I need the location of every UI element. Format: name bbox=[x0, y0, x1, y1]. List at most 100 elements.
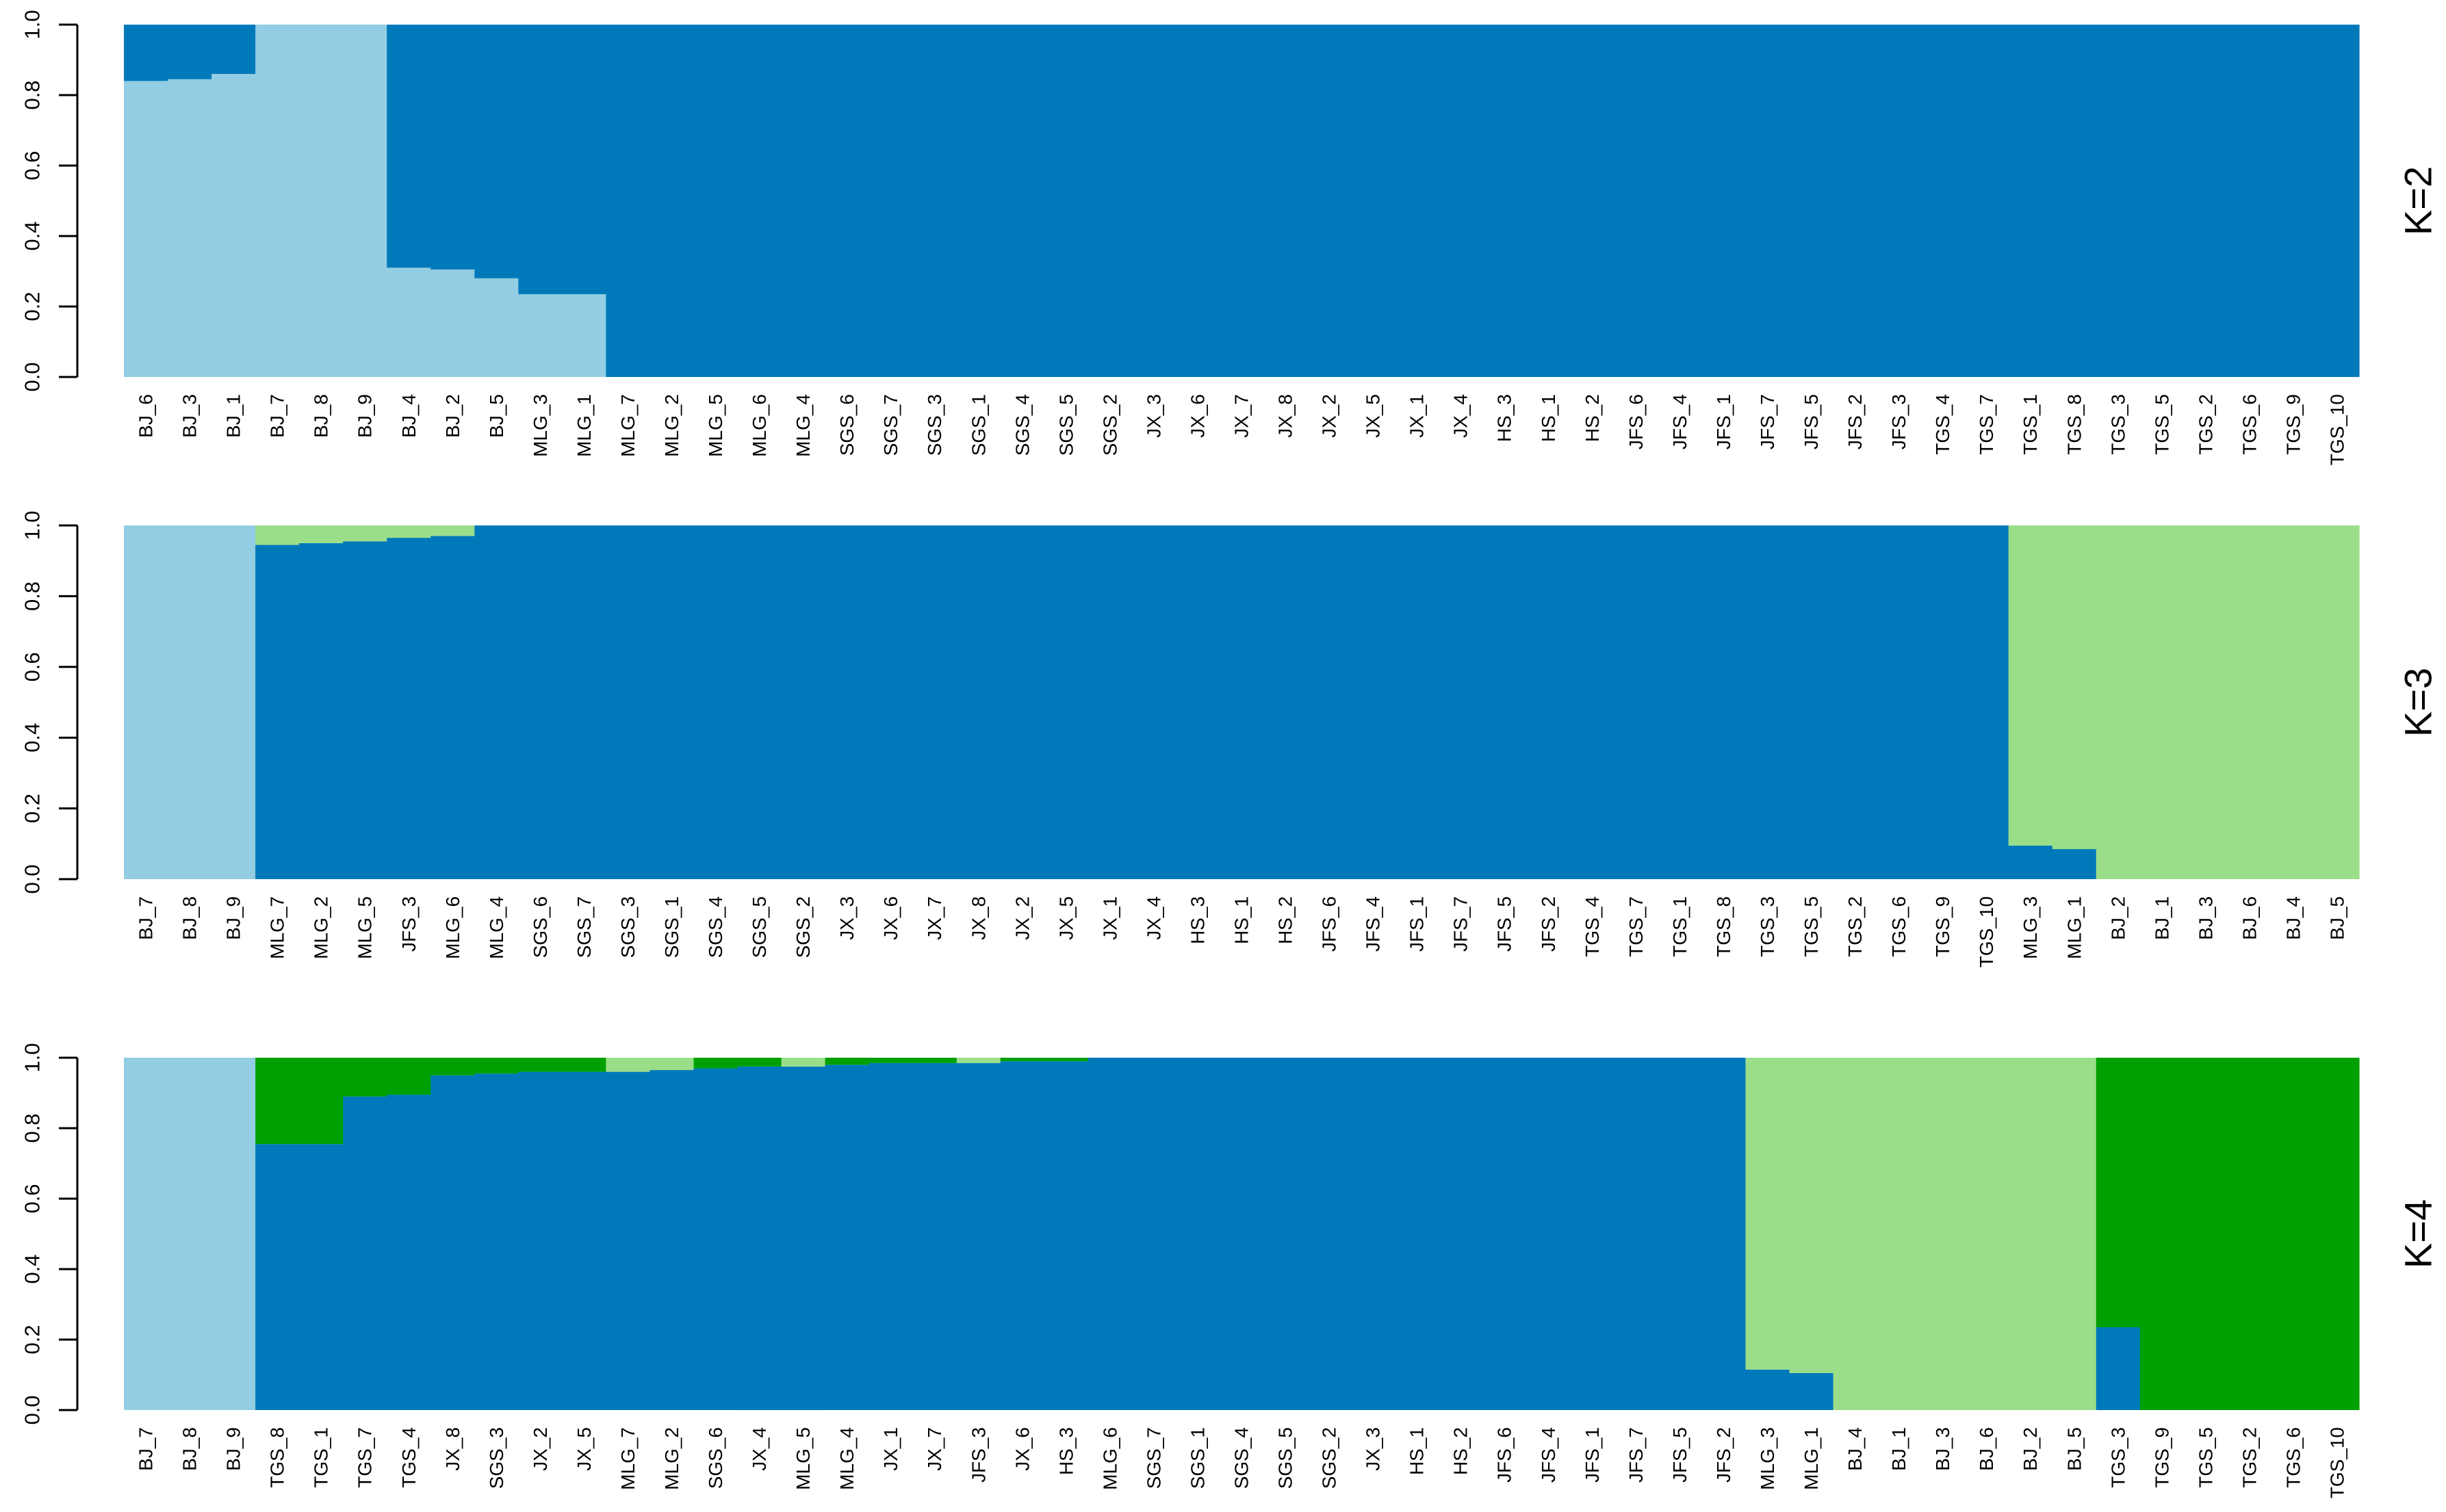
x-tick-label: TGS_1 bbox=[311, 1427, 332, 1488]
bar-segment bbox=[1219, 1058, 1264, 1410]
bar-segment bbox=[1570, 25, 1614, 377]
bar-segment bbox=[168, 79, 212, 377]
x-tick-label: TGS_7 bbox=[1625, 896, 1647, 957]
bar-segment bbox=[1833, 525, 1878, 879]
bar-segment bbox=[1920, 1058, 1966, 1410]
bar-segment bbox=[2096, 525, 2141, 879]
x-tick-label: TGS_8 bbox=[267, 1427, 288, 1488]
bar-segment bbox=[1087, 25, 1133, 377]
x-tick-label: JFS_1 bbox=[1713, 394, 1734, 449]
x-tick-label: HS_3 bbox=[1055, 1427, 1077, 1475]
bar-segment bbox=[1877, 25, 1922, 377]
bar-segment bbox=[1395, 1058, 1439, 1410]
bar-segment bbox=[2315, 25, 2360, 377]
bar-segment bbox=[343, 1058, 387, 1097]
bar-segment bbox=[1175, 525, 1220, 879]
bar-segment bbox=[1175, 1058, 1220, 1410]
bar-segment bbox=[2227, 1058, 2272, 1410]
x-tick-label: MLG_2 bbox=[661, 394, 682, 457]
bar-segment bbox=[781, 1066, 826, 1411]
x-tick-label: TGS_1 bbox=[2020, 394, 2041, 455]
bar-segment bbox=[1964, 525, 2009, 879]
bar-segment bbox=[1482, 25, 1527, 377]
bar-segment bbox=[1482, 525, 1527, 879]
y-tick-label: 0.6 bbox=[21, 652, 44, 681]
x-tick-label: SGS_1 bbox=[1187, 1427, 1208, 1489]
x-tick-label: BJ_3 bbox=[1932, 1427, 1953, 1471]
panel-label: K=3 bbox=[2397, 668, 2440, 737]
bar-segment bbox=[1964, 1058, 2009, 1410]
x-tick-label: MLG_6 bbox=[442, 896, 463, 959]
x-tick-label: JX_2 bbox=[1319, 394, 1340, 438]
bar-segment bbox=[2052, 525, 2097, 850]
bar-segment bbox=[299, 525, 344, 543]
bar-segment bbox=[1087, 1058, 1133, 1410]
bar-segment bbox=[956, 1058, 1001, 1063]
x-tick-label: SGS_3 bbox=[617, 896, 639, 958]
bar-segment bbox=[387, 525, 431, 538]
x-tick-label: JX_5 bbox=[574, 1427, 595, 1471]
x-tick-label: BJ_9 bbox=[223, 896, 244, 940]
bar-segment bbox=[1745, 1369, 1790, 1410]
x-tick-label: JX_1 bbox=[880, 1427, 901, 1471]
bar-segment bbox=[825, 525, 870, 879]
x-tick-label: TGS_8 bbox=[2063, 394, 2085, 455]
bar-segment bbox=[1087, 525, 1133, 879]
bar-segment bbox=[606, 25, 651, 377]
bar-segment bbox=[2008, 845, 2053, 879]
bar-segment bbox=[825, 1065, 870, 1410]
x-tick-label: JX_3 bbox=[836, 896, 858, 940]
bar-segment bbox=[868, 1063, 914, 1410]
x-tick-label: TGS_10 bbox=[1976, 896, 1997, 967]
bar-segment bbox=[649, 1058, 695, 1071]
bar-segment bbox=[343, 525, 387, 542]
x-tick-label: SGS_7 bbox=[1143, 1427, 1164, 1489]
x-tick-label: MLG_7 bbox=[617, 1427, 639, 1490]
bar-segment bbox=[1175, 25, 1220, 377]
x-tick-label: JX_8 bbox=[1275, 394, 1296, 438]
bar-segment bbox=[781, 1058, 826, 1067]
bar-segment bbox=[2183, 25, 2228, 377]
bar-segment bbox=[1000, 525, 1045, 879]
bar-segment bbox=[168, 525, 212, 879]
bar-segment bbox=[562, 1058, 607, 1072]
bar-segment bbox=[693, 1058, 738, 1069]
bar-segment bbox=[2271, 25, 2316, 377]
x-tick-label: TGS_4 bbox=[1932, 394, 1953, 455]
x-tick-label: BJ_4 bbox=[398, 394, 420, 438]
bar-segment bbox=[1658, 1058, 1703, 1410]
y-tick-label: 1.0 bbox=[21, 10, 44, 39]
x-tick-label: HS_1 bbox=[1538, 394, 1559, 442]
x-tick-label: JX_5 bbox=[1363, 394, 1384, 438]
x-tick-label: JFS_6 bbox=[1319, 896, 1340, 952]
bar-segment bbox=[737, 1066, 782, 1411]
bar-segment bbox=[1964, 25, 2009, 377]
x-tick-label: JX_8 bbox=[968, 896, 989, 940]
y-tick-label: 0.4 bbox=[21, 221, 44, 250]
x-tick-label: JFS_2 bbox=[1844, 394, 1866, 449]
x-tick-label: JFS_5 bbox=[1494, 896, 1515, 952]
bar-segment bbox=[2139, 525, 2185, 879]
bar-segment bbox=[1658, 25, 1703, 377]
x-tick-label: TGS_6 bbox=[1888, 896, 1909, 957]
x-tick-label: SGS_7 bbox=[574, 896, 595, 958]
panel-label: K=2 bbox=[2397, 166, 2440, 235]
x-tick-label: JX_3 bbox=[1363, 1427, 1384, 1471]
bar-segment bbox=[737, 1058, 782, 1067]
bar-segment bbox=[1395, 525, 1439, 879]
x-tick-label: HS_2 bbox=[1275, 896, 1296, 944]
x-tick-label: BJ_7 bbox=[136, 1427, 157, 1471]
bar-segment bbox=[912, 1058, 957, 1063]
y-tick-label: 0.0 bbox=[21, 1395, 44, 1424]
x-tick-label: JX_7 bbox=[924, 1427, 945, 1471]
x-tick-label: JX_7 bbox=[924, 896, 945, 940]
x-tick-label: BJ_2 bbox=[2107, 896, 2128, 940]
bar-segment bbox=[430, 525, 475, 536]
x-tick-label: TGS_5 bbox=[1801, 896, 1822, 957]
bar-segment bbox=[956, 525, 1001, 879]
x-tick-label: MLG_2 bbox=[311, 896, 332, 959]
bar-segment bbox=[1307, 25, 1352, 377]
x-tick-label: JX_1 bbox=[1406, 394, 1428, 438]
bar-segment bbox=[124, 25, 168, 81]
